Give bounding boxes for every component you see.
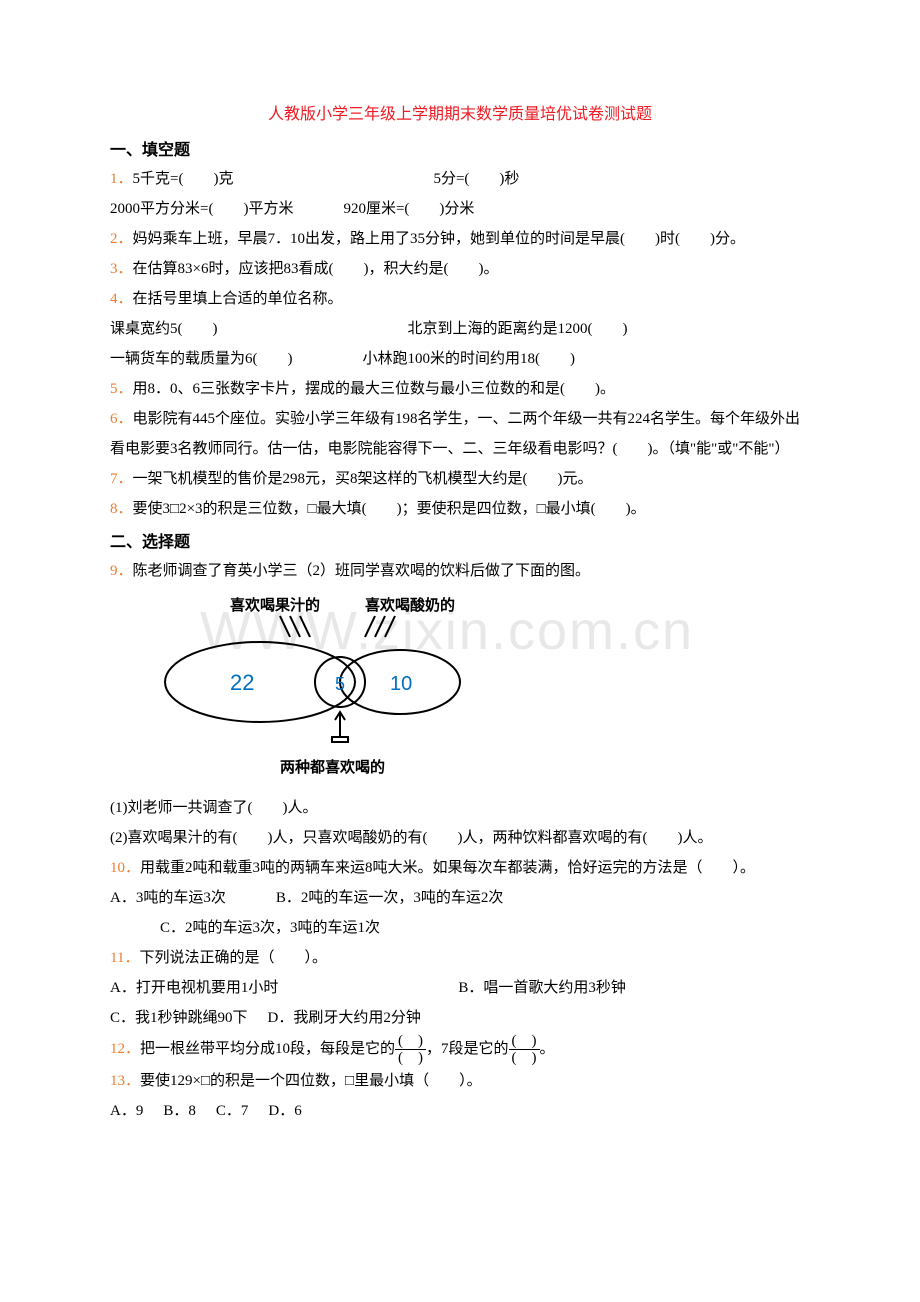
- question-text: 920厘米=( )分米: [343, 201, 474, 217]
- venn-label-right: 喜欢喝酸奶的: [365, 596, 455, 614]
- question-text: 。: [540, 1041, 555, 1057]
- venn-value-left: 22: [230, 670, 254, 695]
- option-b: B．2吨的车运一次，3吨的车运2次: [276, 890, 504, 906]
- option-a: A．打开电视机要用1小时: [110, 980, 278, 996]
- question-2: 2．妈妈乘车上班，早晨7．10出发，路上用了35分钟，她到单位的时间是早晨( )…: [110, 224, 810, 254]
- question-1: 1．5千克=( )克 5分=( )秒 2000平方分米=( )平方米 920厘米=(…: [110, 164, 810, 224]
- venn-label-bottom: 两种都喜欢喝的: [280, 758, 385, 776]
- option-c: C．我1秒钟跳绳90下: [110, 1010, 248, 1026]
- option-d: D．6: [268, 1103, 301, 1119]
- question-9: 9．陈老师调查了育英小学三（2）班同学喜欢喝的饮料后做了下面的图。: [110, 556, 810, 586]
- section-2-header: 二、选择题: [110, 528, 810, 552]
- question-text: 要使129×□的积是一个四位数，□里最小填（ ）。: [140, 1073, 482, 1089]
- question-text: 妈妈乘车上班，早晨7．10出发，路上用了35分钟，她到单位的时间是早晨( )时(…: [133, 231, 746, 247]
- venn-value-right: 10: [390, 673, 412, 695]
- question-13: 13．要使129×□的积是一个四位数，□里最小填（ ）。 A．9 B．8 C．7 D．…: [110, 1066, 810, 1126]
- option-a: A．3吨的车运3次: [110, 890, 226, 906]
- question-number: 10．: [110, 860, 140, 876]
- question-number: 13．: [110, 1073, 140, 1089]
- question-text: 在估算83×6时，应该把83看成( )，积大约是( )。: [133, 261, 499, 277]
- question-text: 课桌宽约5( ): [110, 321, 218, 337]
- question-text: 小林跑100米的时间约用18( ): [363, 351, 576, 367]
- option-a: A．9: [110, 1103, 143, 1119]
- question-text: 把一根丝带平均分成10段，每段是它的: [140, 1041, 395, 1057]
- question-number: 12．: [110, 1041, 140, 1057]
- question-number: 8．: [110, 501, 133, 517]
- question-5: 5．用8．0、6三张数字卡片，摆成的最大三位数与最小三位数的和是( )。: [110, 374, 810, 404]
- question-text: 用载重2吨和载重3吨的两辆车来运8吨大米。如果每次车都装满，恰好运完的方法是（ …: [140, 860, 755, 876]
- question-text: 陈老师调查了育英小学三（2）班同学喜欢喝的饮料后做了下面的图。: [133, 563, 591, 579]
- option-b: B．唱一首歌大约用3秒钟: [458, 980, 626, 996]
- question-6: 6．电影院有445个座位。实验小学三年级有198名学生，一、二两个年级一共有22…: [110, 404, 810, 464]
- question-text: 用8．0、6三张数字卡片，摆成的最大三位数与最小三位数的和是( )。: [133, 381, 616, 397]
- venn-value-mid: 5: [335, 674, 345, 694]
- question-4: 4．在括号里填上合适的单位名称。 课桌宽约5( ) 北京到上海的距离约是1200(…: [110, 284, 810, 374]
- question-9-sub2: (2)喜欢喝果汁的有( )人，只喜欢喝酸奶的有( )人，两种饮料都喜欢喝的有( …: [110, 823, 810, 853]
- option-d: D．我刷牙大约用2分钟: [268, 1010, 421, 1026]
- question-number: 4．: [110, 291, 133, 307]
- question-number: 11．: [110, 950, 139, 966]
- question-number: 1．: [110, 171, 133, 187]
- question-7: 7．一架飞机模型的售价是298元，买8架这样的飞机模型大约是( )元。: [110, 464, 810, 494]
- question-text: 要使3□2×3的积是三位数，□最大填( )；要使积是四位数，□最小填( )。: [133, 501, 646, 517]
- option-c: C．7: [216, 1103, 249, 1119]
- question-text: 2000平方分米=( )平方米: [110, 201, 293, 217]
- question-8: 8．要使3□2×3的积是三位数，□最大填( )；要使积是四位数，□最小填( )。: [110, 494, 810, 524]
- question-text: 5分=( )秒: [433, 171, 519, 187]
- section-1-header: 一、填空题: [110, 136, 810, 160]
- question-3: 3．在估算83×6时，应该把83看成( )，积大约是( )。: [110, 254, 810, 284]
- document-title: 人教版小学三年级上学期期末数学质量培优试卷测试题: [110, 100, 810, 124]
- question-number: 5．: [110, 381, 133, 397]
- question-text: 5千克=( )克: [133, 171, 234, 187]
- question-number: 9．: [110, 563, 133, 579]
- document-content: 人教版小学三年级上学期期末数学质量培优试卷测试题 一、填空题 1．5千克=( )…: [110, 100, 810, 1126]
- question-text: (2)喜欢喝果汁的有( )人，只喜欢喝酸奶的有( )人，两种饮料都喜欢喝的有( …: [110, 830, 712, 846]
- question-number: 6．: [110, 411, 133, 427]
- question-number: 7．: [110, 471, 133, 487]
- question-text: ，7段是它的: [426, 1041, 509, 1057]
- question-text: 在括号里填上合适的单位名称。: [133, 291, 343, 307]
- question-text: 北京到上海的距离约是1200( ): [408, 321, 628, 337]
- question-number: 3．: [110, 261, 133, 277]
- venn-diagram: 喜欢喝果汁的 喜欢喝酸奶的 22 5 10 两种都喜欢喝的: [160, 592, 810, 787]
- question-text: 一架飞机模型的售价是298元，买8架这样的飞机模型大约是( )元。: [133, 471, 593, 487]
- question-9-sub1: (1)刘老师一共调查了( )人。: [110, 793, 810, 823]
- fraction-1: ( )( ): [395, 1033, 426, 1066]
- question-10: 10．用载重2吨和载重3吨的两辆车来运8吨大米。如果每次车都装满，恰好运完的方法…: [110, 853, 810, 943]
- question-text: (1)刘老师一共调查了( )人。: [110, 800, 317, 816]
- question-12: 12．把一根丝带平均分成10段，每段是它的( )( )，7段是它的( )( )。: [110, 1033, 810, 1066]
- question-number: 2．: [110, 231, 133, 247]
- option-b: B．8: [163, 1103, 196, 1119]
- question-text: 一辆货车的载质量为6( ): [110, 351, 293, 367]
- question-11: 11．下列说法正确的是（ ）。 A．打开电视机要用1小时 B．唱一首歌大约用3秒钟…: [110, 943, 810, 1033]
- question-text: 电影院有445个座位。实验小学三年级有198名学生，一、二两个年级一共有224名…: [110, 411, 800, 457]
- venn-svg: 喜欢喝果汁的 喜欢喝酸奶的 22 5 10 两种都喜欢喝的: [160, 592, 500, 782]
- venn-label-left: 喜欢喝果汁的: [230, 596, 320, 614]
- fraction-2: ( )( ): [509, 1033, 540, 1066]
- question-text: 下列说法正确的是（ ）。: [139, 950, 327, 966]
- option-c: C．2吨的车运3次，3吨的车运1次: [160, 920, 380, 936]
